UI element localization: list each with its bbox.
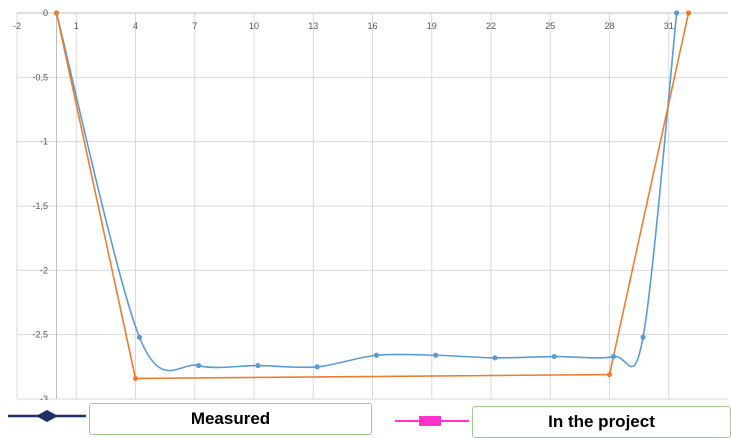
- y-tick-label: 0: [43, 8, 48, 18]
- series-lines: [55, 12, 690, 380]
- x-tick-label: 13: [308, 21, 318, 31]
- x-tick-label: 19: [427, 21, 437, 31]
- line-chart: -2 1 4 7 10 13 16 19 22 25 28 31 0 -0,5 -1 -1,5 -2 -2,5 -…: [13, 8, 728, 400]
- series-markers: [53, 10, 692, 382]
- legend-measured: Measured: [89, 403, 372, 435]
- y-tick-label: -1,5: [32, 201, 48, 211]
- y-tick-label: -1: [40, 137, 48, 147]
- data-point-measured: [433, 352, 439, 358]
- data-point-measured: [373, 352, 380, 358]
- x-tick-label: 31: [664, 21, 674, 31]
- legend-label-project: In the project: [548, 412, 655, 431]
- legend-project: In the project: [472, 406, 731, 438]
- x-tick-label: 16: [367, 21, 377, 31]
- data-point-measured: [492, 355, 498, 361]
- legend-label-measured: Measured: [190, 409, 271, 428]
- data-point-in-the-project: [685, 10, 692, 16]
- x-tick-label: 28: [604, 21, 614, 31]
- x-tick-label: 7: [192, 21, 197, 31]
- y-tick-label: -0,5: [32, 72, 48, 82]
- data-point-measured: [255, 362, 261, 369]
- x-tick-labels: -2 1 4 7 10 13 16 19 22 25 28 31: [13, 21, 674, 31]
- y-tick-labels: 0 -0,5 -1 -1,5 -2 -2,5 -3: [32, 8, 48, 400]
- data-point-in-the-project: [53, 10, 60, 16]
- data-point-measured: [196, 362, 202, 369]
- x-tick-label: 25: [545, 21, 555, 31]
- axes: [17, 12, 728, 399]
- data-point-measured: [674, 10, 680, 16]
- x-tick-label: 1: [74, 21, 79, 31]
- data-point-in-the-project: [606, 371, 613, 378]
- y-tick-label: -2: [40, 265, 48, 275]
- series-line-in-the-project: [55, 12, 690, 380]
- y-tick-label: -3: [40, 394, 48, 400]
- data-point-measured: [640, 334, 646, 340]
- x-tick-label: 22: [486, 21, 496, 31]
- x-tick-label: 10: [249, 21, 259, 31]
- data-point-measured: [136, 334, 143, 340]
- data-point-measured: [610, 353, 617, 360]
- legend-swatch-project: [395, 414, 469, 428]
- grid-lines: [16, 12, 728, 400]
- data-point-measured: [314, 364, 320, 370]
- series-line-measured: [55, 12, 678, 372]
- y-tick-label: -2,5: [32, 330, 48, 340]
- x-tick-label: 4: [133, 21, 138, 31]
- data-point-measured: [551, 353, 557, 360]
- data-point-in-the-project: [132, 375, 139, 382]
- legend-swatch-measured: [8, 409, 86, 423]
- x-tick-label: -2: [13, 21, 21, 31]
